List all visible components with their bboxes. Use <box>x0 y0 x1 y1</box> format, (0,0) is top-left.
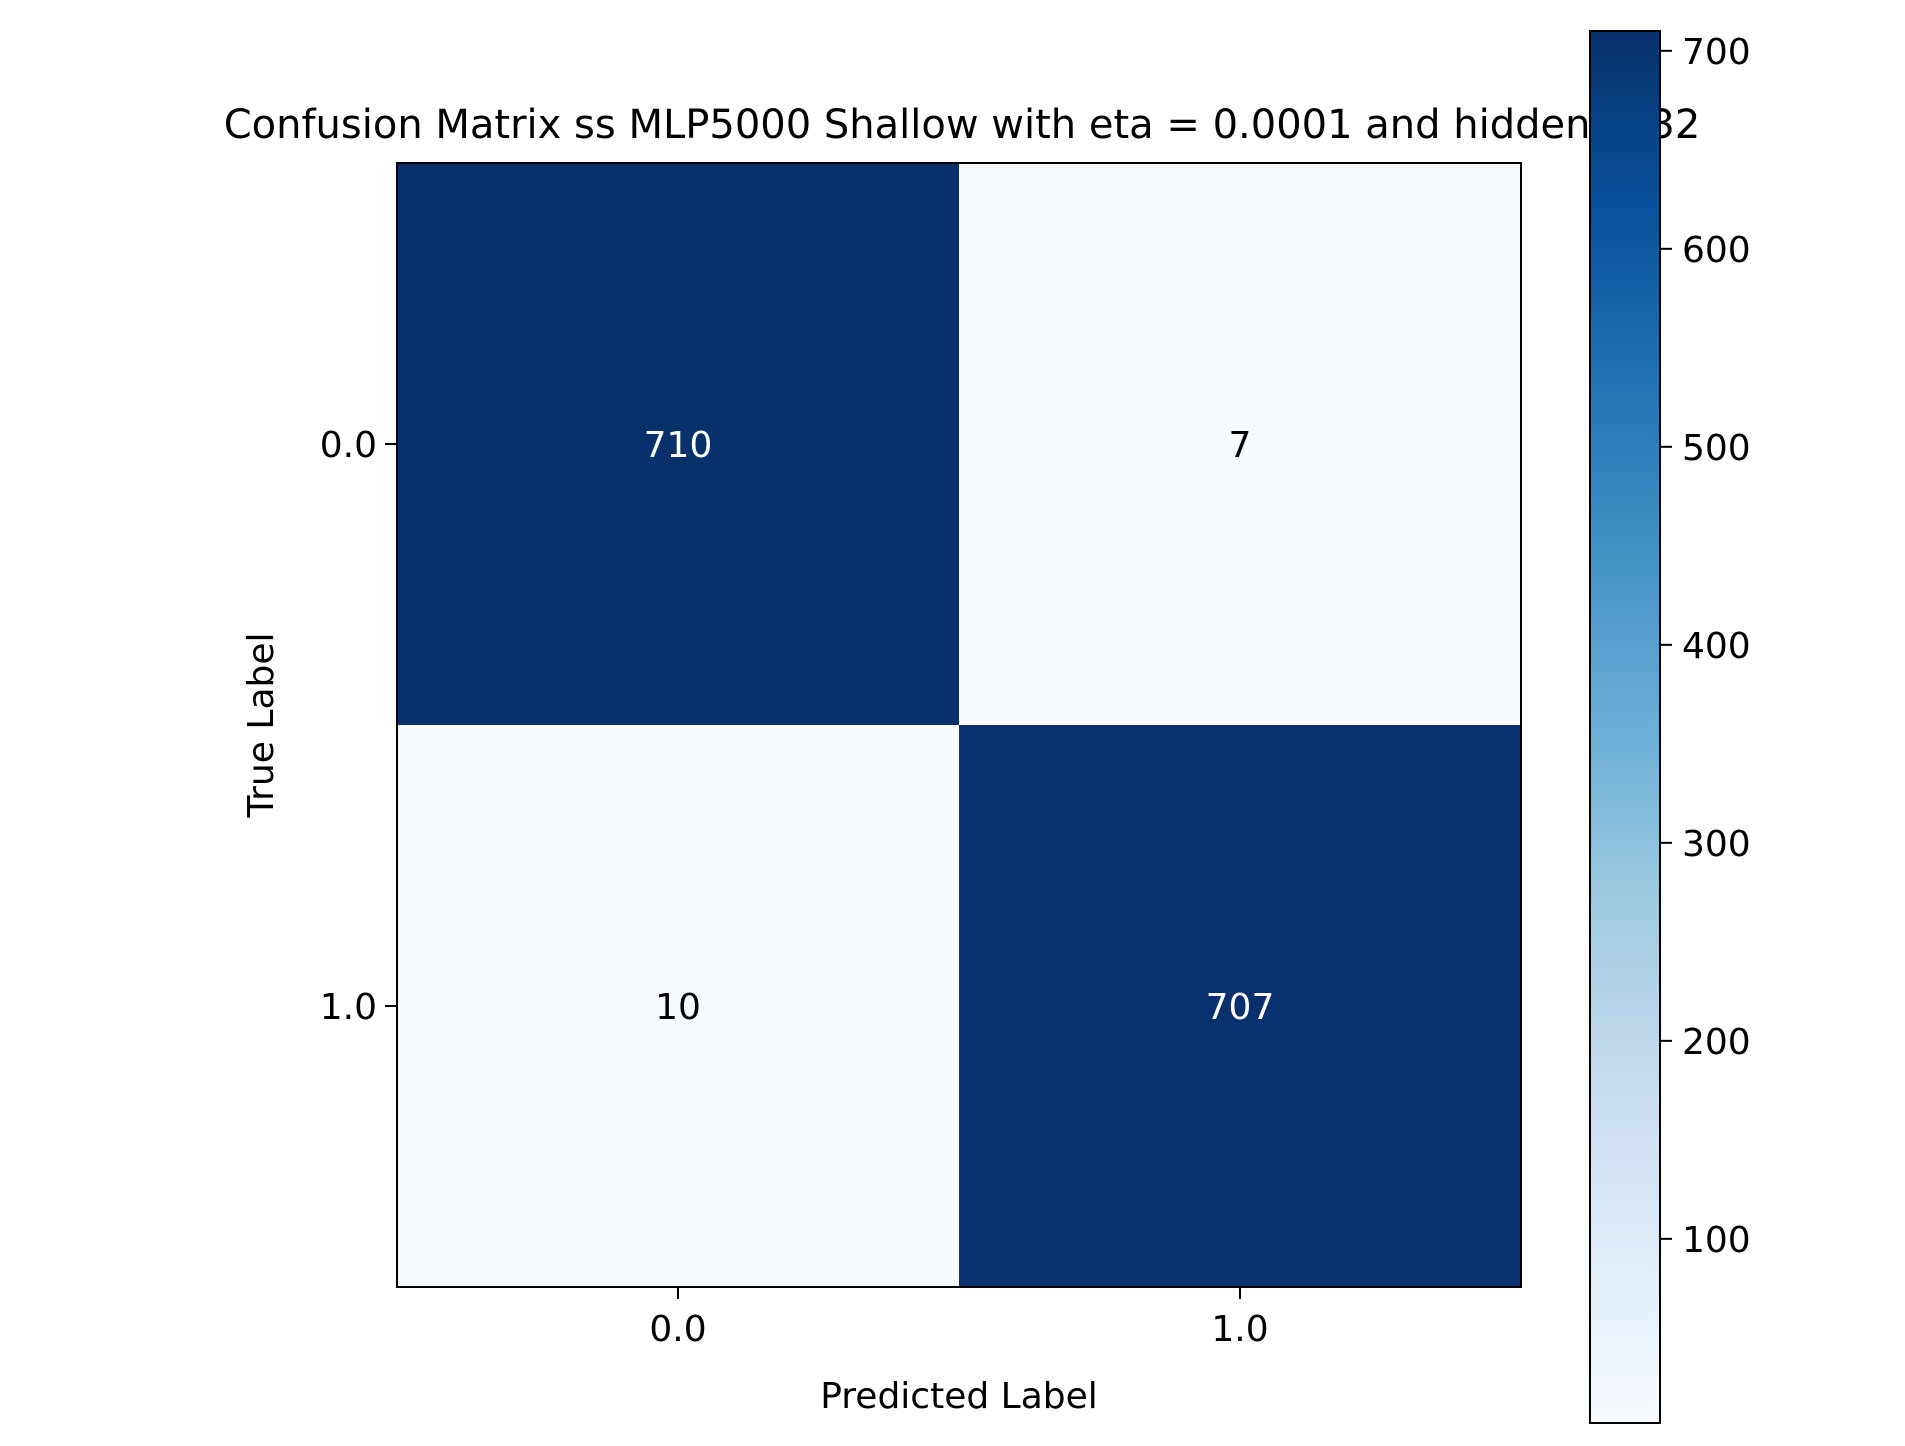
colorbar-tick-label: 700 <box>1682 32 1751 73</box>
cell-value-label: 710 <box>644 425 713 466</box>
colorbar-tick-label: 100 <box>1682 1220 1751 1261</box>
heatmap-cell <box>397 163 959 725</box>
colorbar-tick-label: 400 <box>1682 626 1751 667</box>
colorbar-ticks: 100 200 300 400 500 600 700 <box>1660 32 1751 1261</box>
x-axis-label: Predicted Label <box>820 1376 1098 1417</box>
plot-frame <box>396 162 1522 1288</box>
colorbar <box>1589 30 1661 1424</box>
y-tick-label: 0.0 <box>320 425 377 466</box>
y-tick-label: 1.0 <box>320 987 377 1028</box>
x-tick-label: 0.0 <box>649 1309 706 1350</box>
cell-value-label: 707 <box>1206 987 1275 1028</box>
y-axis-label: True Label <box>241 632 282 818</box>
x-tick-label: 1.0 <box>1211 1309 1268 1350</box>
heatmap-cell <box>959 725 1521 1287</box>
heatmap-cells <box>397 163 1521 1287</box>
colorbar-tick-label: 600 <box>1682 230 1751 271</box>
colorbar-tick-label: 300 <box>1682 824 1751 865</box>
colorbar-tick-label: 500 <box>1682 428 1751 469</box>
heatmap-cell <box>959 163 1521 725</box>
cell-value-label: 10 <box>655 987 701 1028</box>
colorbar-tick-label: 200 <box>1682 1022 1751 1063</box>
cell-value-label: 7 <box>1229 425 1252 466</box>
heatmap-cell-labels: 710 710 707 <box>644 425 1275 1028</box>
y-axis-ticks: 0.0 1.0 <box>320 425 397 1028</box>
x-axis-ticks: 0.0 1.0 <box>649 1287 1269 1350</box>
chart-title: Confusion Matrix ss MLP5000 Shallow with… <box>224 102 1701 148</box>
heatmap-cell <box>397 725 959 1287</box>
